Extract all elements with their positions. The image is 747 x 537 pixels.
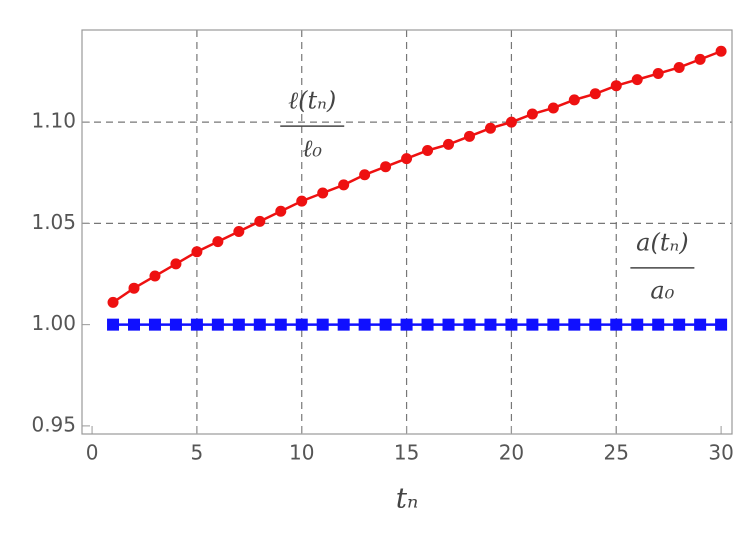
x-tick-label: 0 [86,441,99,465]
marker [568,94,580,106]
marker [463,130,475,142]
marker [212,236,224,248]
marker [274,318,287,331]
marker [191,246,203,258]
marker [107,296,119,308]
marker [443,138,455,150]
marker [148,318,161,331]
marker [631,318,644,331]
marker [694,53,706,65]
marker [547,102,559,114]
marker [652,68,664,80]
marker [149,270,161,282]
marker [233,225,245,237]
marker [442,318,455,331]
marker [589,88,601,100]
x-tick-label: 15 [394,441,419,465]
x-tick-label: 5 [191,441,204,465]
marker [169,318,182,331]
marker [337,318,350,331]
marker [359,169,371,181]
marker [401,153,413,165]
marker [589,318,602,331]
marker [379,318,392,331]
marker [526,318,539,331]
marker [652,318,665,331]
marker [610,318,623,331]
marker [295,318,308,331]
marker [568,318,581,331]
x-tick-label: 20 [499,441,524,465]
marker [547,318,560,331]
marker [610,80,622,92]
x-tick-label: 30 [708,441,733,465]
marker [400,318,413,331]
marker [338,179,350,191]
marker [694,318,707,331]
marker [526,108,538,120]
annotation-denominator: a₀ [650,276,674,304]
marker [211,318,224,331]
marker [715,318,728,331]
series-line [112,50,722,304]
marker [422,144,434,156]
marker [358,318,371,331]
marker [715,45,727,57]
marker [673,318,686,331]
marker [253,318,266,331]
y-tick-label: 1.00 [31,311,76,335]
marker [170,258,182,270]
y-tick-label: 0.95 [31,412,76,436]
x-tick-label: 25 [604,441,629,465]
marker [296,195,308,207]
y-tick-label: 1.10 [31,109,76,133]
annotation-numerator: a(tₙ) [636,228,688,256]
marker [421,318,434,331]
marker [254,215,266,227]
marker [128,282,140,294]
marker [275,205,287,217]
marker [484,318,497,331]
marker [128,318,140,331]
marker [232,318,245,331]
y-tick-label: 1.05 [31,210,76,234]
marker [380,161,392,173]
marker [505,116,517,128]
annotation-numerator: ℓ(tₙ) [288,87,336,115]
x-axis-label: tₙ [396,482,419,515]
marker [673,61,685,73]
marker [484,122,496,134]
marker [463,318,476,331]
marker [190,318,203,331]
x-tick-label: 10 [289,441,314,465]
marker [505,318,518,331]
marker [631,74,643,86]
marker [107,318,120,331]
marker [317,187,329,199]
annotation-denominator: ℓ₀ [302,135,322,163]
marker [316,318,329,331]
